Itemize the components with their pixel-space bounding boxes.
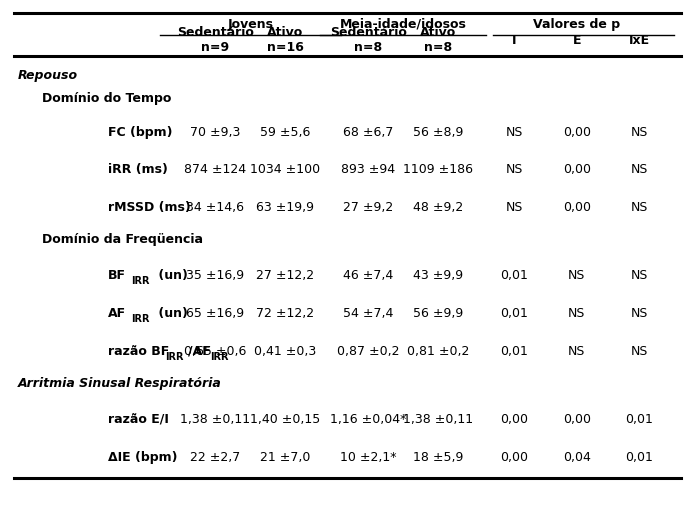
Text: 27 ±9,2: 27 ±9,2 [343,201,393,214]
Text: 43 ±9,9: 43 ±9,9 [413,269,463,282]
Text: I: I [512,34,516,47]
Text: IRR: IRR [131,314,149,324]
Text: 1,40 ±0,15: 1,40 ±0,15 [250,413,320,426]
Text: (un): (un) [154,307,188,320]
Text: /AF: /AF [188,345,211,358]
Text: 1034 ±100: 1034 ±100 [250,163,320,176]
Text: 72 ±12,2: 72 ±12,2 [256,307,314,320]
Text: 1109 ±186: 1109 ±186 [403,163,473,176]
Text: NS: NS [631,125,648,138]
Text: 0,01: 0,01 [500,269,528,282]
Text: AF: AF [108,307,126,320]
Text: 10 ±2,1*: 10 ±2,1* [340,451,397,464]
Text: 0,65 ±0,6: 0,65 ±0,6 [184,345,247,358]
Text: Domínio da Freqüencia: Domínio da Freqüencia [42,233,203,247]
Text: 65 ±16,9: 65 ±16,9 [186,307,245,320]
Text: Ativo
n=16: Ativo n=16 [266,26,304,54]
Text: 0,00: 0,00 [563,201,591,214]
Text: 893 ±94: 893 ±94 [341,163,395,176]
Text: 0,01: 0,01 [500,307,528,320]
Text: 22 ±2,7: 22 ±2,7 [190,451,240,464]
Text: 0,00: 0,00 [500,413,528,426]
Text: razão BF: razão BF [108,345,169,358]
Text: Sedentário
n=9: Sedentário n=9 [177,26,254,54]
Text: 54 ±7,4: 54 ±7,4 [343,307,393,320]
Text: NS: NS [631,201,648,214]
Text: 0,01: 0,01 [626,413,653,426]
Text: NS: NS [631,307,648,320]
Text: BF: BF [108,269,126,282]
Text: IxE: IxE [629,34,650,47]
Text: 0,81 ±0,2: 0,81 ±0,2 [407,345,469,358]
Text: E: E [573,34,581,47]
Text: 1,16 ±0,04*: 1,16 ±0,04* [330,413,407,426]
Text: 0,04: 0,04 [563,451,591,464]
Text: NS: NS [569,269,585,282]
Text: 46 ±7,4: 46 ±7,4 [343,269,393,282]
Text: 35 ±16,9: 35 ±16,9 [186,269,245,282]
Text: 0,00: 0,00 [500,451,528,464]
Text: 874 ±124: 874 ±124 [184,163,247,176]
Text: 27 ±12,2: 27 ±12,2 [256,269,314,282]
Text: NS: NS [505,163,523,176]
Text: 0,00: 0,00 [563,125,591,138]
Text: 56 ±8,9: 56 ±8,9 [413,125,463,138]
Text: NS: NS [569,307,585,320]
Text: 68 ±6,7: 68 ±6,7 [343,125,393,138]
Text: FC (bpm): FC (bpm) [108,125,172,138]
Text: Arritmia Sinusal Respiratória: Arritmia Sinusal Respiratória [17,377,221,390]
Text: (un): (un) [154,269,188,282]
Text: 70 ±9,3: 70 ±9,3 [190,125,240,138]
Text: 1,38 ±0,11: 1,38 ±0,11 [403,413,473,426]
Text: 0,41 ±0,3: 0,41 ±0,3 [254,345,316,358]
Text: NS: NS [569,345,585,358]
Text: NS: NS [631,163,648,176]
Text: 63 ±19,9: 63 ±19,9 [256,201,314,214]
Text: Jovens: Jovens [227,18,273,31]
Text: 56 ±9,9: 56 ±9,9 [413,307,463,320]
Text: Repouso: Repouso [17,69,78,82]
Text: IRR: IRR [165,352,183,362]
Text: iRR (ms): iRR (ms) [108,163,167,176]
Text: 48 ±9,2: 48 ±9,2 [413,201,463,214]
Text: Sedentário
n=8: Sedentário n=8 [330,26,407,54]
Text: 0,01: 0,01 [500,345,528,358]
Text: 59 ±5,6: 59 ±5,6 [260,125,310,138]
Text: Ativo
n=8: Ativo n=8 [420,26,456,54]
Text: IRR: IRR [211,352,229,362]
Text: NS: NS [505,125,523,138]
Text: 1,38 ±0,11: 1,38 ±0,11 [181,413,250,426]
Text: 21 ±7,0: 21 ±7,0 [260,451,310,464]
Text: 0,00: 0,00 [563,163,591,176]
Text: 18 ±5,9: 18 ±5,9 [413,451,463,464]
Text: 0,87 ±0,2: 0,87 ±0,2 [337,345,400,358]
Text: rMSSD (ms): rMSSD (ms) [108,201,190,214]
Text: razão E/I: razão E/I [108,413,169,426]
Text: NS: NS [631,269,648,282]
Text: NS: NS [505,201,523,214]
Text: 34 ±14,6: 34 ±14,6 [186,201,245,214]
Text: IRR: IRR [131,276,149,286]
Text: Meia-idade/idosos: Meia-idade/idosos [340,18,466,31]
Text: NS: NS [631,345,648,358]
Text: Valores de p: Valores de p [533,18,621,31]
Text: ΔIE (bpm): ΔIE (bpm) [108,451,177,464]
Text: 0,00: 0,00 [563,413,591,426]
Text: 0,01: 0,01 [626,451,653,464]
Text: Domínio do Tempo: Domínio do Tempo [42,92,171,105]
